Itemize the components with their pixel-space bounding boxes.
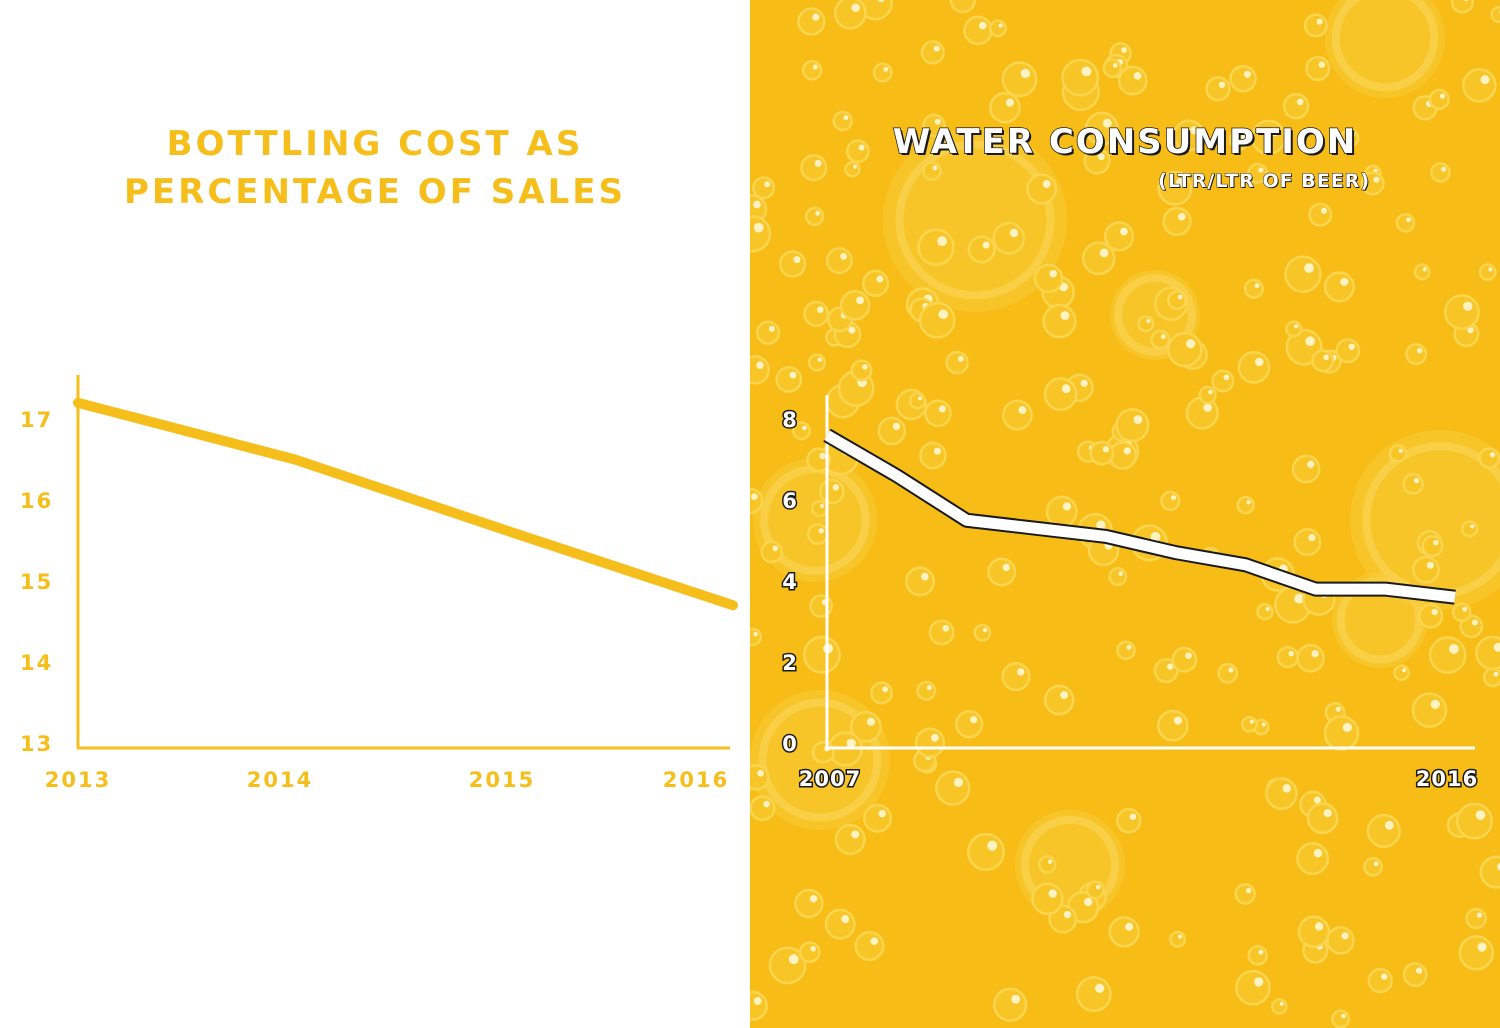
bottling-x-tick-label: 2013 xyxy=(45,768,111,792)
bottling-cost-panel: BOTTLING COST AS PERCENTAGE OF SALES 17 1… xyxy=(0,120,750,792)
bottling-x-tick-label: 2015 xyxy=(469,768,535,792)
bottling-title-line-2: PERCENTAGE OF SALES xyxy=(124,172,626,212)
bottling-cost-chart: 17 16 15 14 13 2013 2014 2015 2016 xyxy=(20,375,738,792)
water-y-tick-label: 0 xyxy=(782,732,798,756)
bottling-y-tick-label: 13 xyxy=(20,732,53,756)
water-series-line xyxy=(824,430,1456,603)
water-y-tick-label: 8 xyxy=(782,408,798,432)
water-chart-title: WATER CONSUMPTION xyxy=(892,121,1358,163)
water-y-tick-label: 6 xyxy=(782,489,798,513)
water-consumption-panel: WATER CONSUMPTION (LTR/LTR OF BEER) 8 6 4 2… xyxy=(750,0,1500,1028)
bottling-y-tick-label: 16 xyxy=(20,489,53,513)
beer-bubbles-background xyxy=(750,0,1500,1028)
water-series-outline xyxy=(823,428,1456,605)
water-x-tick-label: 2016 xyxy=(1416,767,1478,791)
bottling-x-tick-label: 2014 xyxy=(247,768,313,792)
bottling-title-line-1: BOTTLING COST AS xyxy=(166,124,584,164)
bottling-y-tick-label: 15 xyxy=(20,570,53,594)
water-chart-subtitle: (LTR/LTR OF BEER) xyxy=(1158,170,1370,193)
water-y-tick-label: 4 xyxy=(782,570,798,594)
bottling-y-tick-label: 17 xyxy=(20,408,53,432)
water-y-tick-label: 2 xyxy=(782,651,798,675)
bottling-x-tick-label: 2016 xyxy=(663,768,729,792)
water-x-tick-label: 2007 xyxy=(799,767,861,791)
bottling-chart-title: BOTTLING COST AS PERCENTAGE OF SALES xyxy=(0,120,750,216)
bottling-series-line xyxy=(73,397,738,611)
bottling-y-tick-label: 14 xyxy=(20,651,53,675)
